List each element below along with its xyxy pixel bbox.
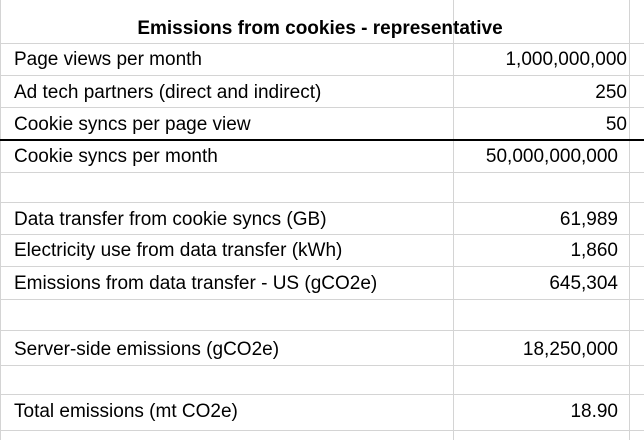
- row-label: Cookie syncs per month: [14, 146, 218, 167]
- table-row[interactable]: Ad tech partners (direct and indirect) 2…: [0, 76, 644, 108]
- title-row[interactable]: Emissions from cookies - representative: [0, 0, 644, 44]
- row-value: 50: [605, 114, 627, 135]
- row-label: Page views per month: [14, 49, 202, 70]
- row-label: Emissions from data transfer - US (gCO2e…: [14, 273, 378, 294]
- table-row[interactable]: Page views per month 1,000,000,000: [0, 44, 644, 76]
- table-row[interactable]: Total emissions (mt CO2e) 18.90: [0, 395, 644, 431]
- row-label: Server-side emissions (gCO2e): [14, 339, 280, 360]
- empty-row[interactable]: [0, 173, 644, 203]
- table-row[interactable]: Cookie syncs per month 50,000,000,000: [0, 141, 644, 173]
- row-label: Electricity use from data transfer (kWh): [14, 240, 343, 261]
- empty-row[interactable]: [0, 300, 644, 331]
- table-row[interactable]: Data transfer from cookie syncs (GB) 61,…: [0, 203, 644, 235]
- row-label: Cookie syncs per page view: [14, 114, 251, 135]
- row-value: 645,304: [549, 273, 618, 294]
- row-label: Total emissions (mt CO2e): [14, 401, 238, 422]
- empty-row[interactable]: [0, 366, 644, 395]
- table-row[interactable]: Electricity use from data transfer (kWh)…: [0, 235, 644, 267]
- row-label: Data transfer from cookie syncs (GB): [14, 209, 327, 230]
- column-gridline-middle: [453, 0, 454, 440]
- row-label: Ad tech partners (direct and indirect): [14, 82, 322, 103]
- row-value: 1,000,000,000: [505, 49, 627, 70]
- table-row[interactable]: Cookie syncs per page view 50: [0, 108, 644, 141]
- row-value: 50,000,000,000: [485, 146, 618, 167]
- row-value: 18.90: [570, 401, 618, 422]
- table-row[interactable]: Server-side emissions (gCO2e) 18,250,000: [0, 331, 644, 366]
- row-value: 250: [595, 82, 627, 103]
- row-value: 61,989: [559, 209, 618, 230]
- column-gridline-right: [629, 0, 630, 440]
- table-title: Emissions from cookies - representative: [137, 18, 503, 39]
- table-row[interactable]: Emissions from data transfer - US (gCO2e…: [0, 267, 644, 300]
- row-value: 1,860: [570, 240, 618, 261]
- row-value: 18,250,000: [522, 339, 618, 360]
- column-gridline-left: [0, 0, 1, 440]
